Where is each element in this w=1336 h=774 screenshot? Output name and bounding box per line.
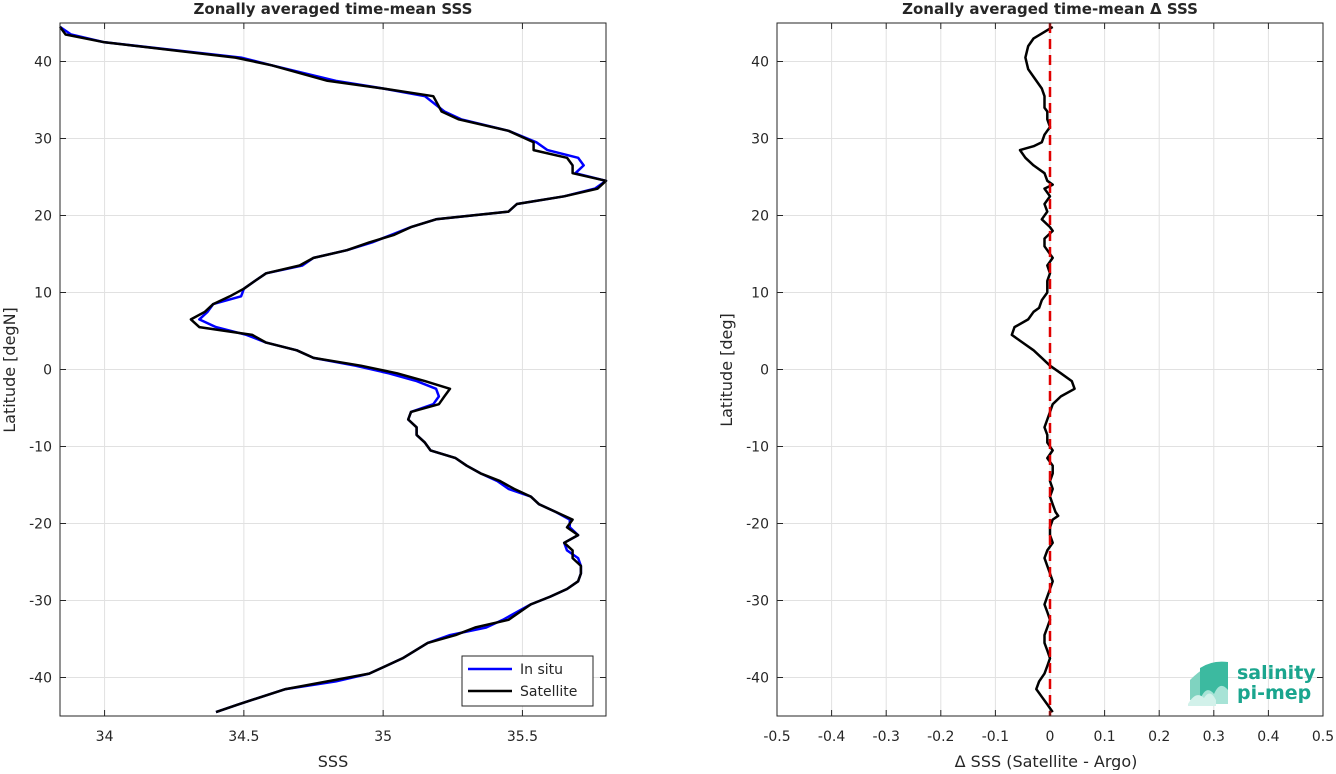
left-y-tick-label: -30 [29,594,52,610]
left-y-tick-label: -20 [29,517,52,533]
left-y-tick-label: 20 [34,209,52,225]
left-x-tick-label: 34.5 [228,729,259,745]
left-y-tick-label: -40 [29,671,52,687]
right-x-tick-label: 0.2 [1148,729,1170,745]
right-series-line-series-0 [1010,25,1076,713]
right-panel: Zonally averaged time-mean Δ SSS -0.5 -0.… [717,0,1334,771]
left-series-group [58,25,608,714]
right-y-tick-label: 0 [760,363,769,379]
left-y-tick-label: 0 [43,363,52,379]
logo-wave-icon [1188,661,1228,706]
salinity-pi-mep-logo: salinity pi-mep [1188,661,1316,706]
right-y-tick-label: 30 [751,132,769,148]
legend-box [461,655,594,707]
right-y-ticks: 40 30 20 10 0 -10 -20 -30 -40 [746,55,1323,687]
right-series-group [1010,23,1076,716]
left-chart-title: Zonally averaged time-mean SSS [194,0,473,18]
right-x-tick-label: -0.4 [818,729,845,745]
left-y-tick-label: -10 [29,440,52,456]
right-x-tick-label: -0.3 [873,729,900,745]
right-y-tick-label: 10 [751,286,769,302]
legend-label-satellite: Satellite [520,684,577,700]
left-y-axis-label: Latitude [degN] [0,307,19,433]
right-y-tick-label: -20 [746,517,769,533]
left-x-tick-label: 35 [374,729,392,745]
right-x-tick-label: -0.5 [763,729,790,745]
right-y-tick-label: -40 [746,671,769,687]
left-panel: Zonally averaged time-mean SSS 34 34.5 35 3… [0,0,608,771]
legend: In situ Satellite [461,655,594,707]
logo-text-line2: pi-mep [1237,682,1311,704]
logo-text-line1: salinity [1237,662,1316,684]
right-x-tick-label: 0.3 [1203,729,1225,745]
right-y-tick-label: 20 [751,209,769,225]
left-y-tick-label: 10 [34,286,52,302]
right-y-axis-label: Latitude [deg] [717,313,736,427]
right-y-tick-label: -30 [746,594,769,610]
left-y-ticks: 40 30 20 10 0 -10 -20 -30 -40 [29,55,606,687]
right-x-ticks: -0.5 -0.4 -0.3 -0.2 -0.1 0 0.1 0.2 0.3 0.4 0.5 [763,23,1334,745]
right-chart-title: Zonally averaged time-mean Δ SSS [902,0,1198,18]
right-y-tick-label: -10 [746,440,769,456]
right-x-tick-label: 0.1 [1093,729,1115,745]
left-x-axis-label: SSS [318,752,348,770]
left-y-tick-label: 40 [34,55,52,71]
left-x-ticks: 34 34.5 35 35.5 [96,23,538,745]
right-x-tick-label: 0 [1046,729,1055,745]
left-x-tick-label: 34 [96,729,114,745]
right-y-tick-label: 40 [751,55,769,71]
left-series-line-satellite [58,26,608,714]
left-y-tick-label: 30 [34,132,52,148]
right-x-tick-label: -0.1 [982,729,1009,745]
right-x-tick-label: 0.4 [1257,729,1279,745]
left-grid [60,23,606,716]
left-x-tick-label: 35.5 [507,729,538,745]
right-x-tick-label: 0.5 [1312,729,1334,745]
legend-label-in-situ: In situ [520,662,563,678]
right-x-axis-label: Δ SSS (Satellite - Argo) [955,752,1138,770]
right-x-tick-label: -0.2 [927,729,954,745]
